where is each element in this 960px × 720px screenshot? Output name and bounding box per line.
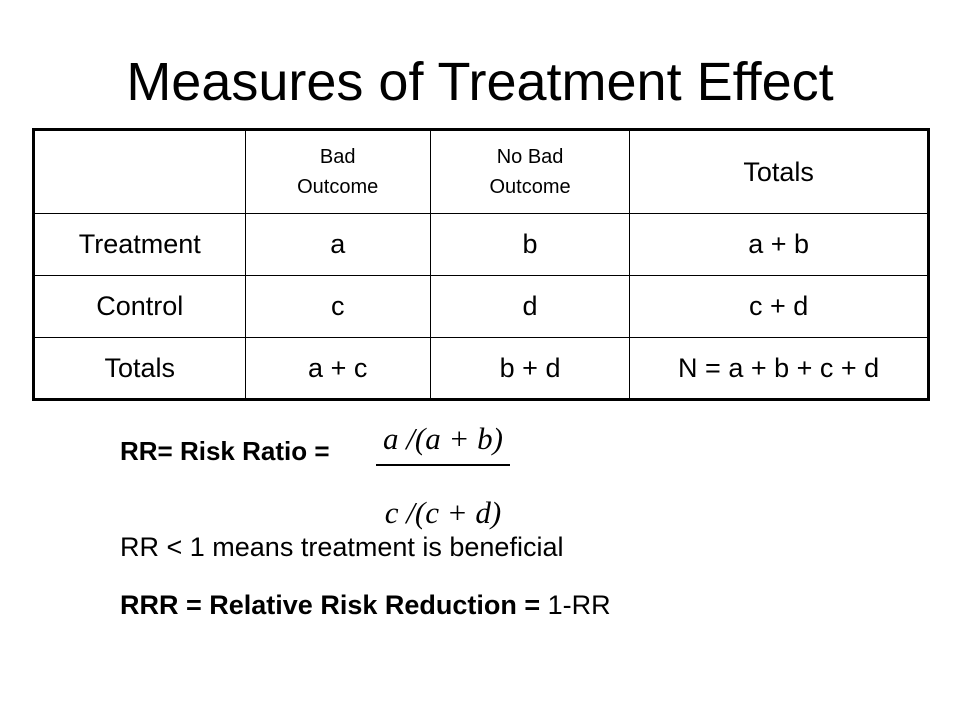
row-label: Treatment [33,213,246,276]
header-line: Outcome [297,176,379,198]
header-line: Outcome [489,176,571,198]
table-cell: c [244,275,431,338]
header-line: Bad [319,146,356,168]
row-label: Totals [33,337,246,400]
table-cell: c + d [629,275,929,338]
rrr-definition: RRR = Relative Risk Reduction = 1-RR [120,590,611,621]
table-cell: N = a + b + c + d [629,337,929,400]
row-label: Control [33,275,246,338]
header-line: No Bad [496,146,564,168]
rrr-label: RRR = Relative Risk Reduction = [120,590,541,620]
table-cell: b [429,213,631,276]
header-cell-bad-outcome: Bad Outcome [244,129,431,214]
fraction-bar [376,464,510,466]
table-cell: a + c [244,337,431,400]
table-row: Totals a + c b + d N = a + b + c + d [33,337,929,400]
table-cell: b + d [429,337,631,400]
table-cell: d [429,275,631,338]
slide-title: Measures of Treatment Effect [126,52,834,112]
risk-ratio-label: RR= Risk Ratio = [120,436,330,466]
table-cell: a + b [629,213,929,276]
table-cell: a [244,213,431,276]
table-row: Treatment a b a + b [33,213,929,276]
fraction-numerator: a /(a + b) [383,421,503,456]
rrr-value: 1-RR [540,590,611,620]
fraction-denominator: c /(c + d) [384,495,502,530]
table-row: Control c d c + d [33,275,929,338]
header-cell-no-bad-outcome: No Bad Outcome [429,129,631,214]
rr-interpretation-text: RR < 1 means treatment is beneficial [120,532,564,562]
contingency-table: Bad Outcome No Bad Outcome Totals Treatm… [32,128,930,401]
header-cell-empty [33,129,246,214]
header-cell-totals: Totals [629,129,929,214]
risk-ratio-fraction: a /(a + b) c /(c + d) [368,420,518,532]
table-header-row: Bad Outcome No Bad Outcome Totals [33,129,929,214]
